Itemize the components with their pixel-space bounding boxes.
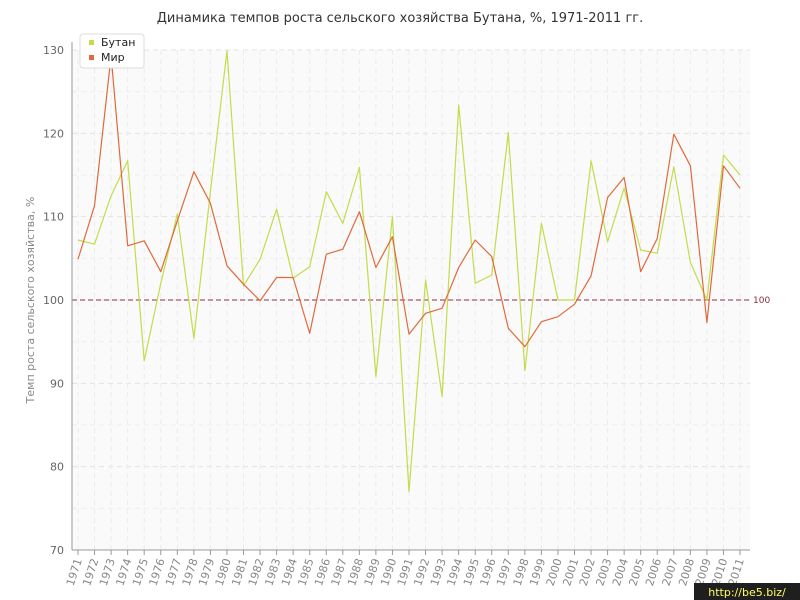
reference-line-group: 100 <box>72 296 770 306</box>
y-tick-label: 110 <box>43 211 64 224</box>
watermark-bg <box>694 583 800 600</box>
y-tick-label: 120 <box>43 127 64 140</box>
axes <box>71 42 750 555</box>
y-axis-title: Темп роста сельского хозяйства, % <box>24 197 37 405</box>
reference-line-label: 100 <box>753 296 770 306</box>
y-tick-label: 70 <box>50 544 64 557</box>
y-tick-labels: 70 80 90 100 110 120 130 <box>43 44 64 557</box>
watermark: http://be5.biz/ <box>708 586 786 599</box>
legend-swatch <box>89 40 94 45</box>
y-tick-label: 80 <box>50 461 64 474</box>
legend-swatch <box>89 55 94 60</box>
legend-label: Мир <box>101 51 125 64</box>
legend-label: Бутан <box>101 36 135 49</box>
y-tick-label: 130 <box>43 44 64 57</box>
series-group <box>77 50 741 493</box>
legend-box <box>79 33 145 69</box>
y-tick-label: 100 <box>43 294 64 307</box>
series-line-world <box>77 55 741 348</box>
legend: Бутан Мир <box>79 33 145 69</box>
y-tick-label: 90 <box>50 377 64 390</box>
chart-title: Динамика темпов роста сельского хозяйств… <box>157 11 644 26</box>
x-tick-labels: 1971197219731974197519761977197819791980… <box>64 557 747 588</box>
